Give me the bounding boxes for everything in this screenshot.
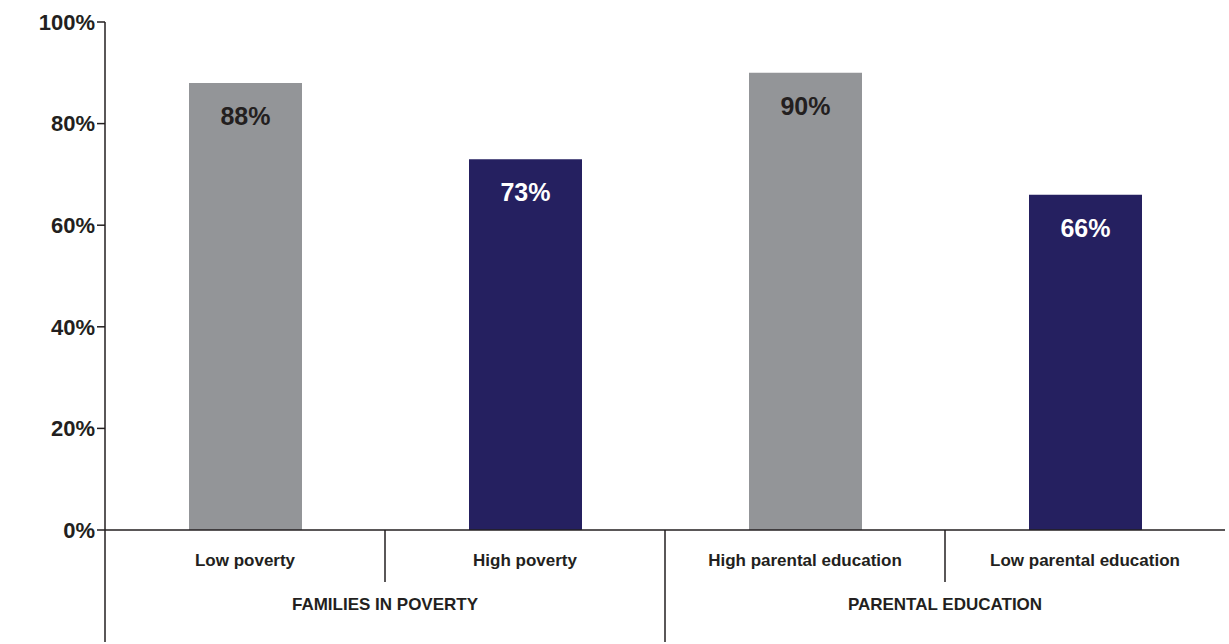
svg-text:40%: 40%	[51, 315, 95, 340]
svg-text:High poverty: High poverty	[473, 551, 577, 570]
svg-text:60%: 60%	[51, 213, 95, 238]
svg-text:Low poverty: Low poverty	[195, 551, 296, 570]
svg-text:90%: 90%	[780, 92, 830, 120]
svg-text:88%: 88%	[220, 102, 270, 130]
svg-text:20%: 20%	[51, 416, 95, 441]
svg-text:PARENTAL EDUCATION: PARENTAL EDUCATION	[848, 595, 1042, 614]
svg-text:100%: 100%	[39, 10, 95, 35]
svg-text:0%: 0%	[63, 518, 95, 543]
svg-text:FAMILIES IN POVERTY: FAMILIES IN POVERTY	[292, 595, 479, 614]
svg-text:66%: 66%	[1060, 214, 1110, 242]
svg-text:80%: 80%	[51, 111, 95, 136]
svg-text:Low parental education: Low parental education	[990, 551, 1180, 570]
svg-text:73%: 73%	[500, 178, 550, 206]
svg-text:High parental education: High parental education	[708, 551, 902, 570]
